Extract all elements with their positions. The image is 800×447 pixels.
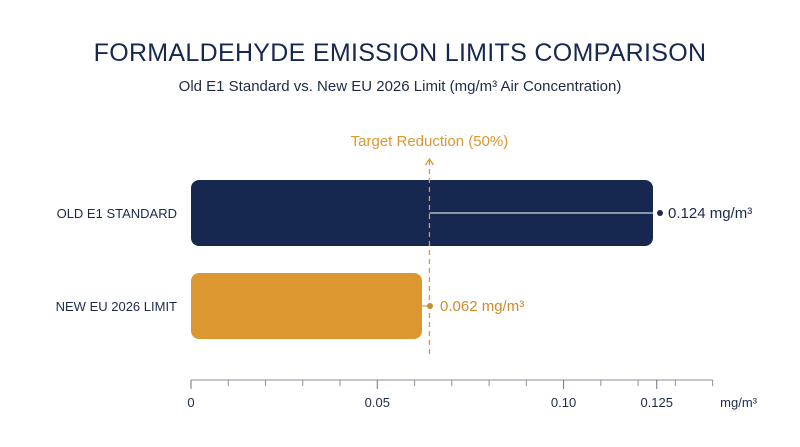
- bar-new-eu-2026-limit: [191, 273, 422, 339]
- value-dot-new: [427, 303, 433, 309]
- x-tick-label: 0.125: [640, 395, 673, 410]
- target-reduction-arrow: [424, 157, 434, 166]
- x-tick-label: 0.05: [365, 395, 390, 410]
- category-label-new-eu-2026-limit: NEW EU 2026 LIMIT: [56, 299, 177, 314]
- x-axis-unit-label: mg/m³: [720, 395, 758, 410]
- x-tick-label: 0: [187, 395, 194, 410]
- x-tick-label: 0.10: [551, 395, 576, 410]
- bar-old-e1-standard: [191, 180, 653, 246]
- chart-subtitle: Old E1 Standard vs. New EU 2026 Limit (m…: [179, 78, 622, 95]
- category-label-old-e1-standard: OLD E1 STANDARD: [57, 206, 177, 221]
- plot-area: OLD E1 STANDARD NEW EU 2026 LIMIT Target R…: [56, 133, 758, 410]
- target-reduction-label: Target Reduction (50%): [351, 133, 509, 150]
- value-label-old: 0.124 mg/m³: [668, 205, 752, 222]
- value-dot-old: [657, 210, 663, 216]
- chart-title: FORMALDEHYDE EMISSION LIMITS COMPARISON: [94, 39, 707, 67]
- value-label-new: 0.062 mg/m³: [440, 298, 524, 315]
